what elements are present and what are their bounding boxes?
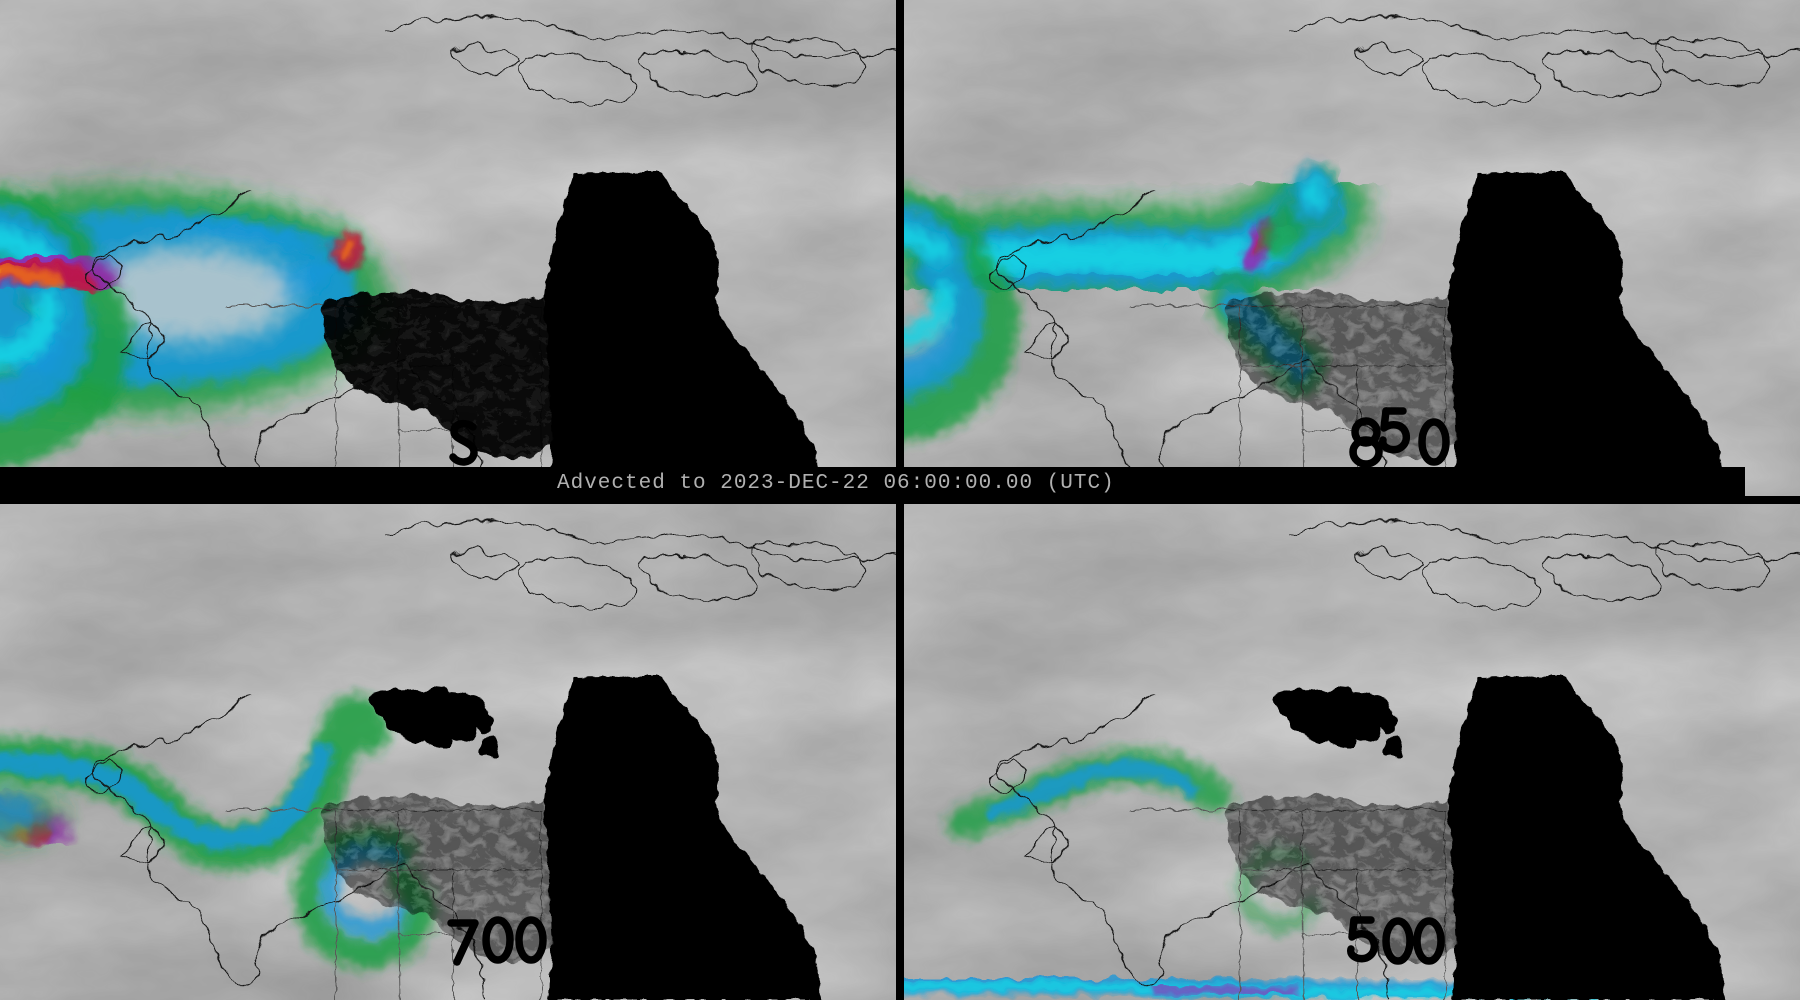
svg-text:Advected to 2023-DEC-22 06:00:: Advected to 2023-DEC-22 06:00:00.00 (UTC… [557, 472, 1115, 495]
